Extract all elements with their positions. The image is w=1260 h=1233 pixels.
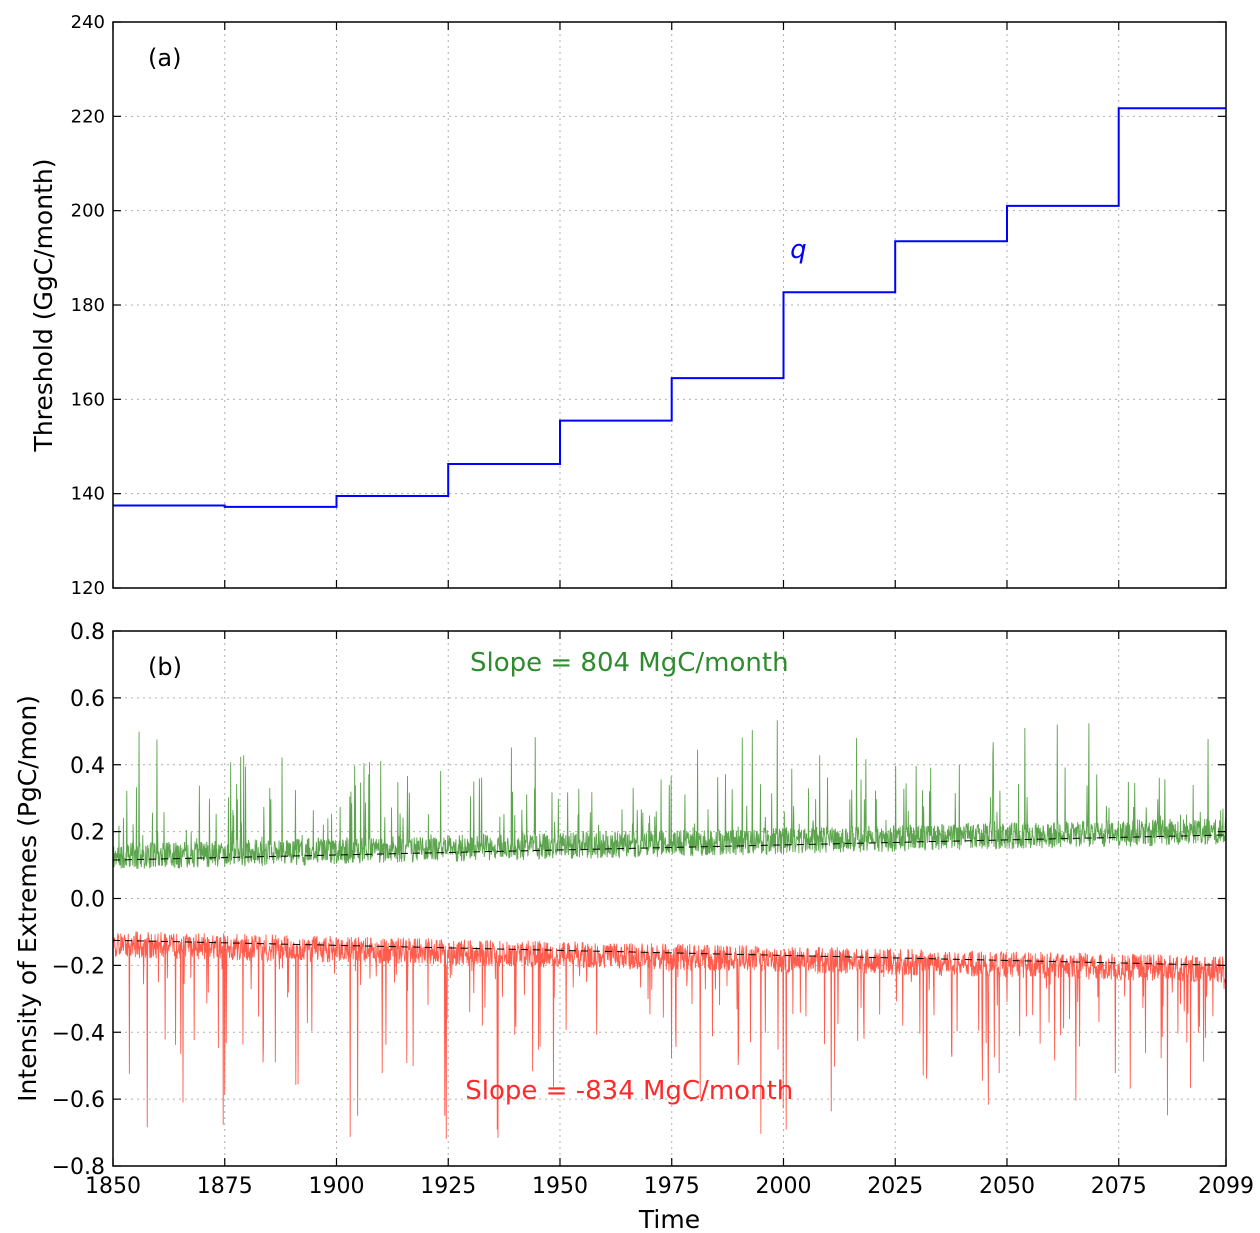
x-tick-label: 2075: [1091, 1174, 1147, 1199]
series-threshold-step-line: [113, 107, 1226, 508]
y-tick-label: −0.2: [52, 954, 105, 979]
x-tick-label: 2000: [755, 1174, 811, 1199]
y-tick-label: 240: [71, 12, 105, 33]
panel-label: (a): [148, 44, 181, 72]
x-tick-label: 2025: [867, 1174, 923, 1199]
y-tick-label: 160: [71, 389, 105, 410]
y-axis-label: Intensity of Extremes (PgC/mon): [13, 695, 42, 1102]
slope-annotation: Slope = -834 MgC/month: [465, 1076, 793, 1106]
plot-area: [113, 107, 1226, 508]
y-tick-label: 200: [71, 201, 105, 222]
y-tick-label: 0.0: [70, 888, 105, 913]
y-tick-label: 180: [71, 295, 105, 316]
y-tick-label: 0.4: [70, 754, 105, 779]
series-label-q: q: [790, 235, 807, 265]
trend-line-negative: [113, 939, 1226, 966]
series-positive-extremes-line: [113, 720, 1226, 870]
y-axis-label: Threshold (GgC/month): [29, 159, 58, 453]
grid: [113, 22, 1226, 588]
x-tick-label: 1950: [532, 1174, 588, 1199]
y-tick-label: 220: [71, 106, 105, 127]
x-tick-label: 1850: [85, 1174, 141, 1199]
trend-line-positive: [113, 834, 1226, 861]
x-axis-label: Time: [638, 1205, 700, 1233]
y-tick-label: −0.6: [52, 1088, 105, 1113]
x-tick-label: 1925: [420, 1174, 476, 1199]
x-tick-label: 1975: [644, 1174, 700, 1199]
axes-frame: [112, 21, 1227, 589]
panel-a-threshold: 120 140 160 180 200 220 240 Threshold (GgC/mont…: [29, 12, 1227, 599]
y-tick-label: 140: [71, 484, 105, 505]
x-tick-label: 2050: [979, 1174, 1035, 1199]
x-tick-label: 2099: [1198, 1174, 1254, 1199]
y-tick-label: 0.2: [70, 821, 105, 846]
y-tick-label: −0.4: [52, 1021, 105, 1046]
y-tick-label: −0.8: [52, 1155, 105, 1180]
panel-b-intensity: 1850 1875 1900 1925 1950 1975 2000 2025 2050 2075…: [13, 620, 1254, 1233]
x-tick-label: 1900: [308, 1174, 364, 1199]
plot-area: [113, 720, 1226, 1139]
y-tick-label: 0.6: [70, 687, 105, 712]
y-tick-label: 120: [71, 578, 105, 599]
slope-annotation: Slope = 804 MgC/month: [470, 648, 789, 678]
x-tick-label: 1875: [197, 1174, 253, 1199]
y-tick-label: 0.8: [70, 620, 105, 645]
panel-label: (b): [148, 653, 182, 681]
series-negative-extremes-line: [113, 931, 1226, 1139]
